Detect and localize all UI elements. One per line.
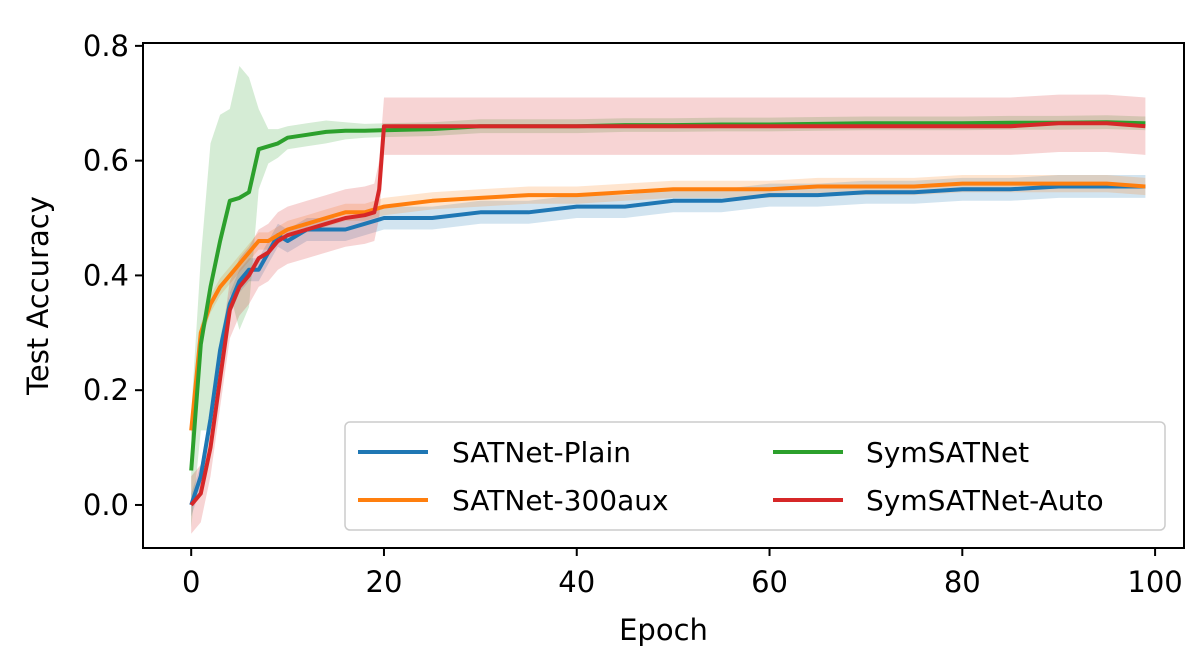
x-tick-label: 40 [558,565,595,599]
plot-area-frame [142,42,1185,549]
y-tick-label: 0.8 [83,29,129,63]
series-lines [189,120,1146,507]
legend-box [344,421,1166,531]
x-tick-label: 0 [182,565,200,599]
x-tick-label: 80 [944,565,981,599]
y-axis-label: Test Accuracy [21,196,55,396]
y-tick-label: 0.2 [83,373,129,407]
series-line-symsatnet [189,120,1146,471]
series-line-satnet-plain [189,184,1146,506]
confidence-bands [191,66,1146,534]
legend-label-satnet-plain: SATNet-Plain [452,436,631,469]
legend-label-satnet-300aux: SATNet-300aux [452,484,669,517]
x-axis-label: Epoch [619,613,708,647]
band-symsatnet-auto [191,94,1146,534]
x-tick-label: 20 [366,565,403,599]
x-tick-label: 100 [1127,565,1182,599]
series-line-symsatnet-auto [189,121,1146,507]
legend-label-symsatnet-auto: SymSATNet-Auto [866,484,1104,517]
legend-label-symsatnet: SymSATNet [866,436,1029,469]
legend: SATNet-Plain SATNet-300aux SymSATNet SymSAT… [344,421,1166,531]
x-tick-label: 60 [751,565,788,599]
y-tick-label: 0.6 [83,144,129,178]
y-axis-ticks: 0.0 0.2 0.4 0.6 0.8 [83,29,143,522]
series-line-satnet-300aux [189,181,1146,431]
y-tick-label: 0.4 [83,258,129,292]
y-tick-label: 0.0 [83,488,129,522]
x-axis-ticks: 0 20 40 60 80 100 [182,548,1183,599]
